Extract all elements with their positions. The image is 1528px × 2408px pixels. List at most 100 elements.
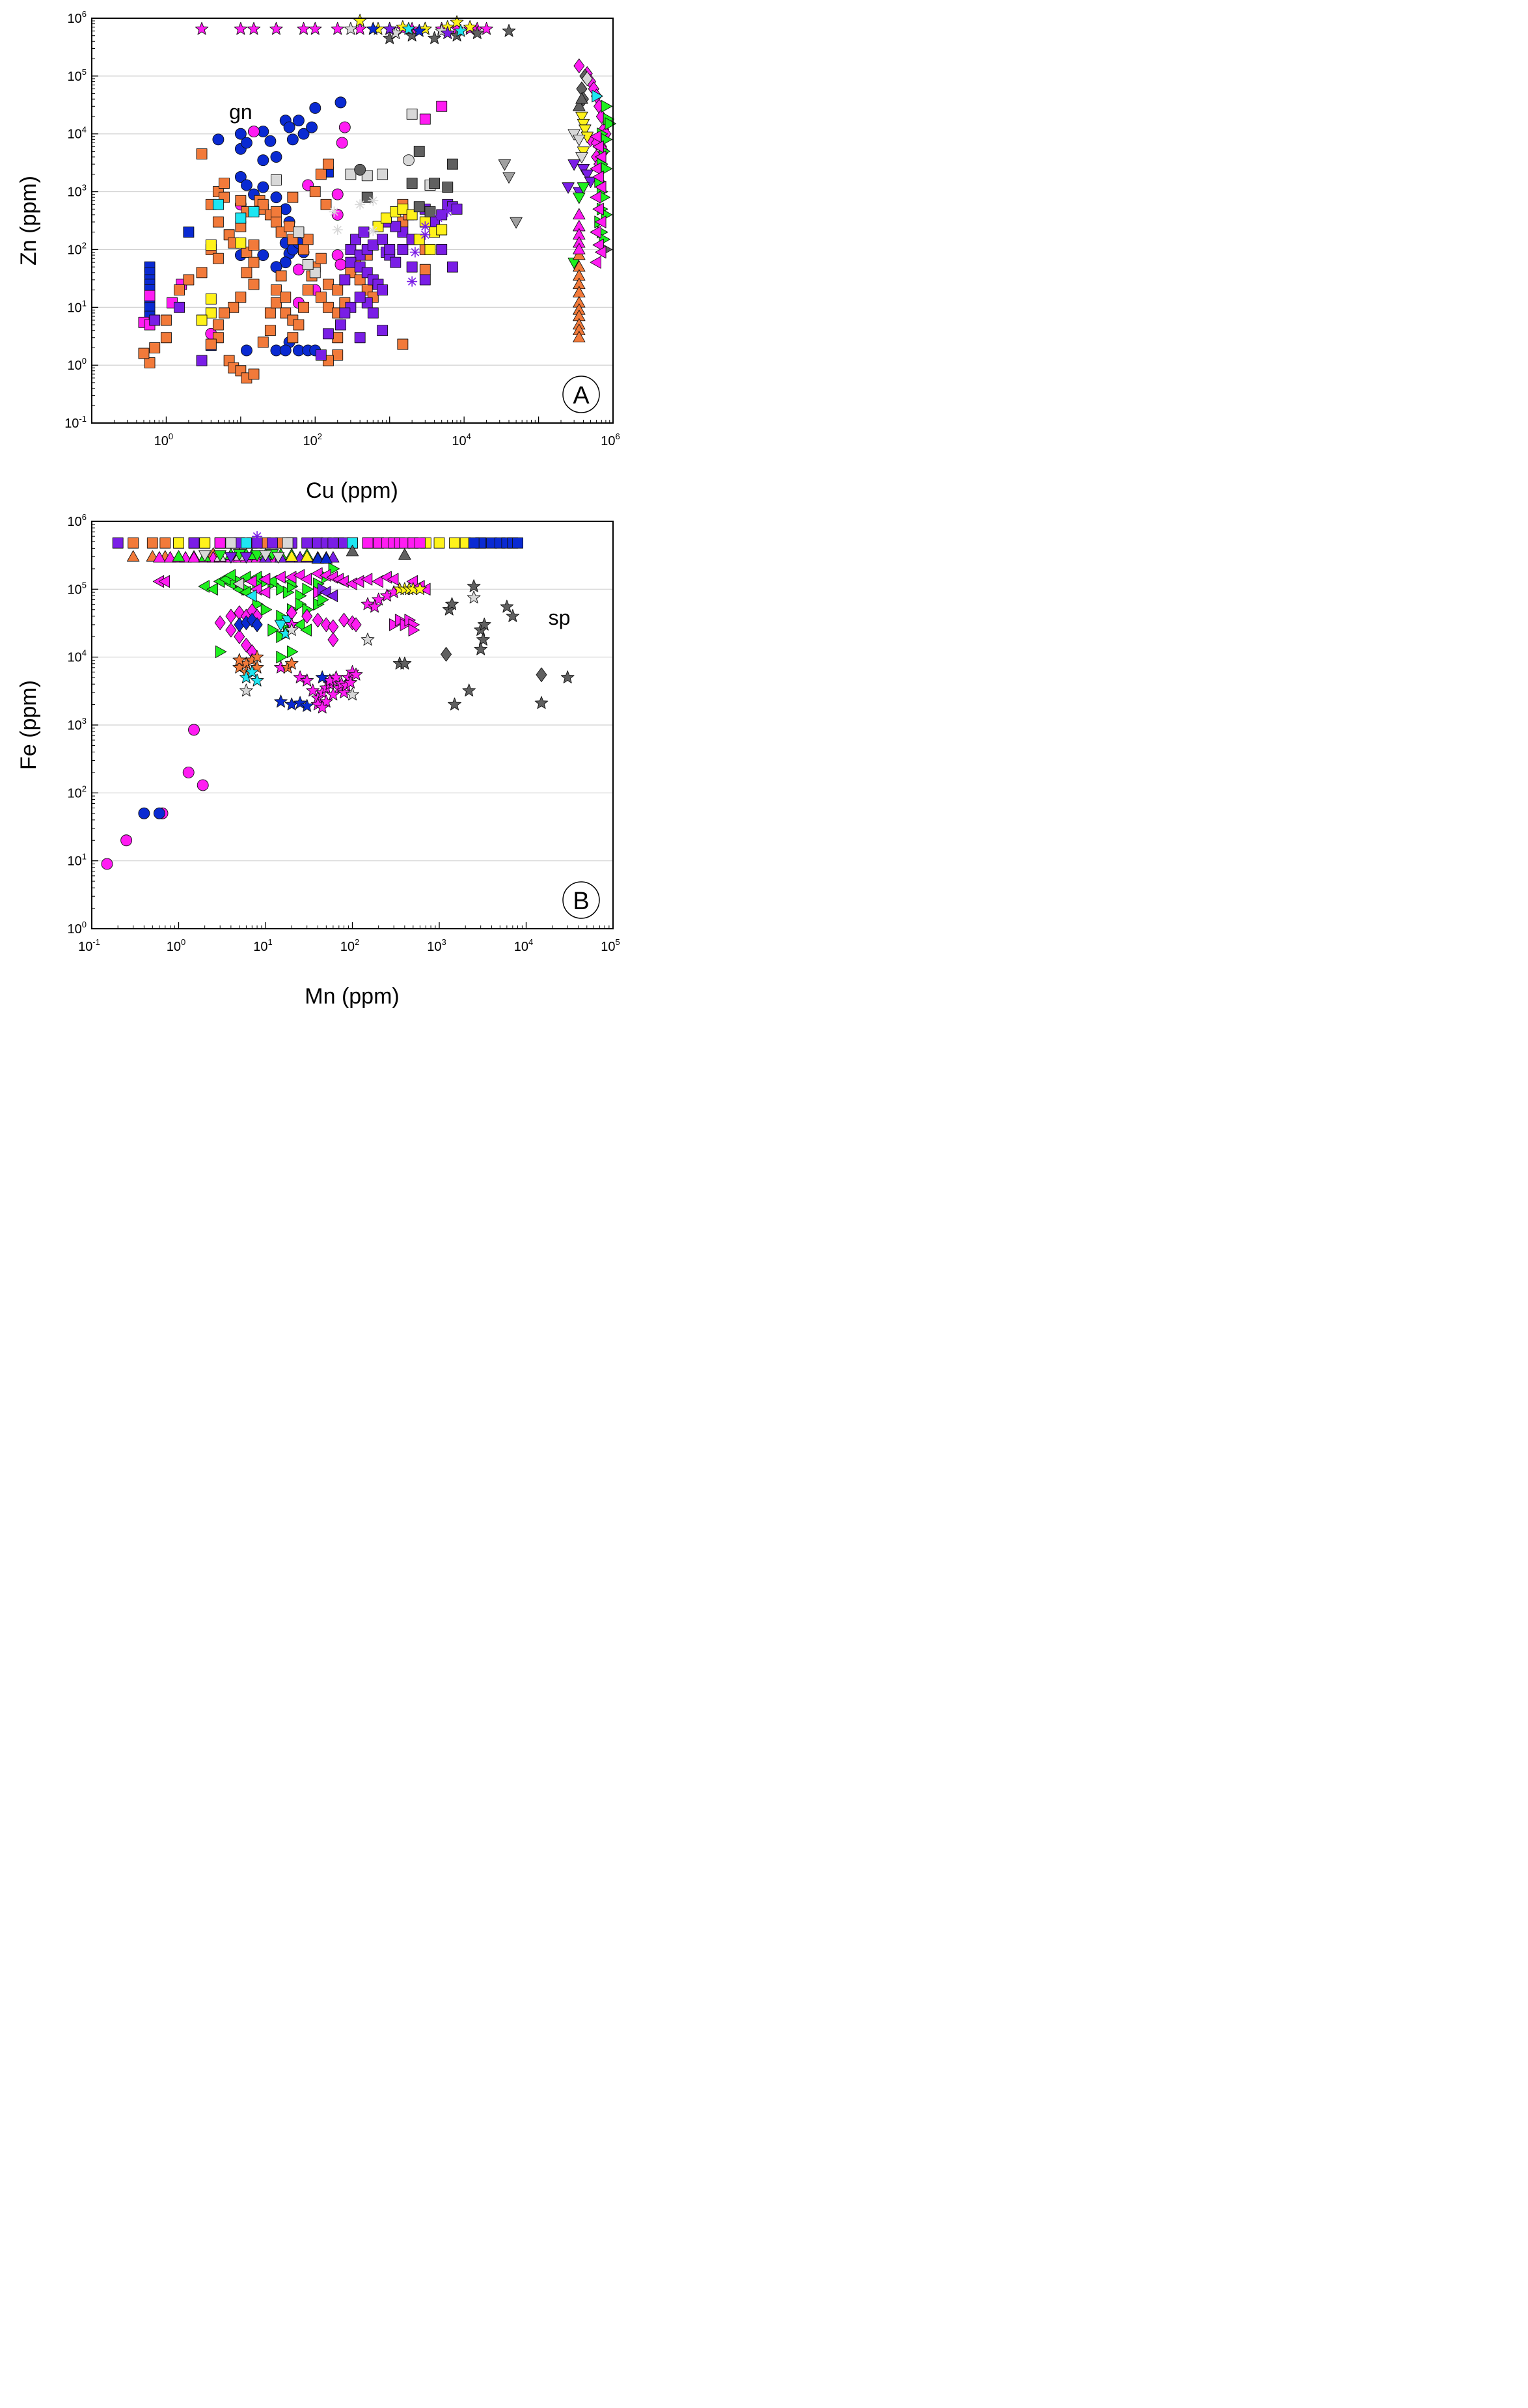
y-tick-label: 101 xyxy=(68,852,87,869)
data-point-asterisk xyxy=(329,206,340,217)
data-point-star xyxy=(448,697,461,711)
data-point-triangle-up xyxy=(398,548,411,560)
data-point-diamond xyxy=(573,58,585,74)
data-point-square xyxy=(284,221,295,232)
y-tick-label: 106 xyxy=(68,512,87,529)
data-point-star xyxy=(293,696,307,709)
data-point-triangle-left xyxy=(245,589,257,603)
data-point-square xyxy=(419,264,431,275)
data-point-triangle-up xyxy=(163,551,177,563)
data-point-square xyxy=(345,169,357,180)
x-tick-label: 102 xyxy=(303,431,322,448)
data-point-triangle-left xyxy=(326,589,338,603)
data-point-diamond xyxy=(234,629,245,644)
data-point-triangle-left xyxy=(372,575,383,588)
data-point-triangle-down xyxy=(213,550,226,562)
data-point-square xyxy=(406,178,418,189)
data-point-star xyxy=(274,694,288,708)
data-point-triangle-down xyxy=(579,124,592,136)
panel-b-gridlines xyxy=(92,588,613,862)
data-point-square xyxy=(384,243,396,255)
data-point-triangle-right xyxy=(260,603,273,616)
data-point-asterisk xyxy=(332,225,343,235)
data-point-square xyxy=(248,368,260,380)
data-point-asterisk xyxy=(420,229,431,240)
data-point-square xyxy=(327,537,339,549)
data-point-triangle-left xyxy=(590,256,601,269)
data-point-square xyxy=(212,319,224,331)
data-point-square xyxy=(174,301,185,313)
data-point-star xyxy=(239,683,253,697)
data-point-diamond xyxy=(301,609,313,624)
data-point-asterisk xyxy=(368,225,379,236)
data-point-square xyxy=(271,174,282,185)
data-point-star xyxy=(402,21,416,35)
data-point-circle xyxy=(234,171,247,183)
data-point-triangle-left xyxy=(361,573,373,586)
data-point-square xyxy=(160,332,172,344)
data-point-square xyxy=(173,537,184,549)
data-point-circle xyxy=(306,121,318,133)
data-point-star xyxy=(474,642,488,655)
x-tick-label: 101 xyxy=(253,937,272,954)
data-point-triangle-down xyxy=(498,159,512,171)
data-point-diamond xyxy=(581,71,593,87)
data-point-square xyxy=(354,332,366,344)
data-point-circle xyxy=(138,807,150,819)
data-point-square xyxy=(406,261,418,273)
data-point-square xyxy=(287,332,299,344)
data-point-star xyxy=(476,633,490,646)
data-point-square xyxy=(271,284,282,295)
data-point-circle xyxy=(334,96,347,109)
data-point-triangle-down xyxy=(567,159,580,171)
data-point-star xyxy=(232,653,247,666)
data-point-square xyxy=(196,314,208,326)
data-point-triangle-down xyxy=(239,552,253,564)
data-point-triangle-left xyxy=(245,575,257,588)
data-point-square xyxy=(436,224,448,236)
data-point-square xyxy=(390,256,402,268)
data-point-diamond xyxy=(320,617,332,633)
data-point-asterisk xyxy=(355,199,366,210)
data-point-square xyxy=(381,212,392,224)
data-point-triangle-down xyxy=(510,217,523,229)
data-point-square xyxy=(235,237,247,249)
data-point-square xyxy=(367,239,379,251)
data-point-square xyxy=(397,203,409,215)
data-point-square xyxy=(282,537,293,549)
data-point-circle xyxy=(336,137,348,149)
data-point-square xyxy=(436,243,448,255)
data-point-square xyxy=(347,537,358,549)
data-point-triangle-right xyxy=(328,562,340,575)
data-point-square xyxy=(419,113,431,125)
data-point-triangle-left xyxy=(266,575,277,588)
y-tick-label: 103 xyxy=(68,183,87,200)
data-point-star xyxy=(368,599,381,613)
data-point-star xyxy=(477,618,491,631)
data-point-square xyxy=(219,307,230,319)
data-point-square xyxy=(424,243,436,255)
panel-b-y-axis-title: Fe (ppm) xyxy=(16,680,41,770)
data-point-triangle-down xyxy=(573,135,586,146)
data-point-triangle-down xyxy=(577,182,590,194)
data-point-square xyxy=(212,253,224,264)
data-point-star xyxy=(560,670,575,683)
data-point-star xyxy=(534,696,549,709)
data-point-star xyxy=(462,683,476,697)
data-point-square xyxy=(205,293,217,305)
data-point-square xyxy=(390,221,402,232)
x-tick-label: 104 xyxy=(514,937,533,954)
data-point-triangle-left xyxy=(595,215,607,228)
data-point-triangle-up xyxy=(573,208,586,220)
data-point-triangle-up xyxy=(346,545,359,556)
data-point-square xyxy=(267,537,279,549)
data-point-square xyxy=(287,191,299,203)
data-point-triangle-up xyxy=(153,551,166,563)
data-point-square xyxy=(424,206,436,217)
data-point-star xyxy=(346,687,359,701)
data-point-square xyxy=(149,314,161,326)
data-point-star xyxy=(306,683,320,697)
data-point-star xyxy=(284,656,299,670)
data-point-circle xyxy=(264,135,277,147)
